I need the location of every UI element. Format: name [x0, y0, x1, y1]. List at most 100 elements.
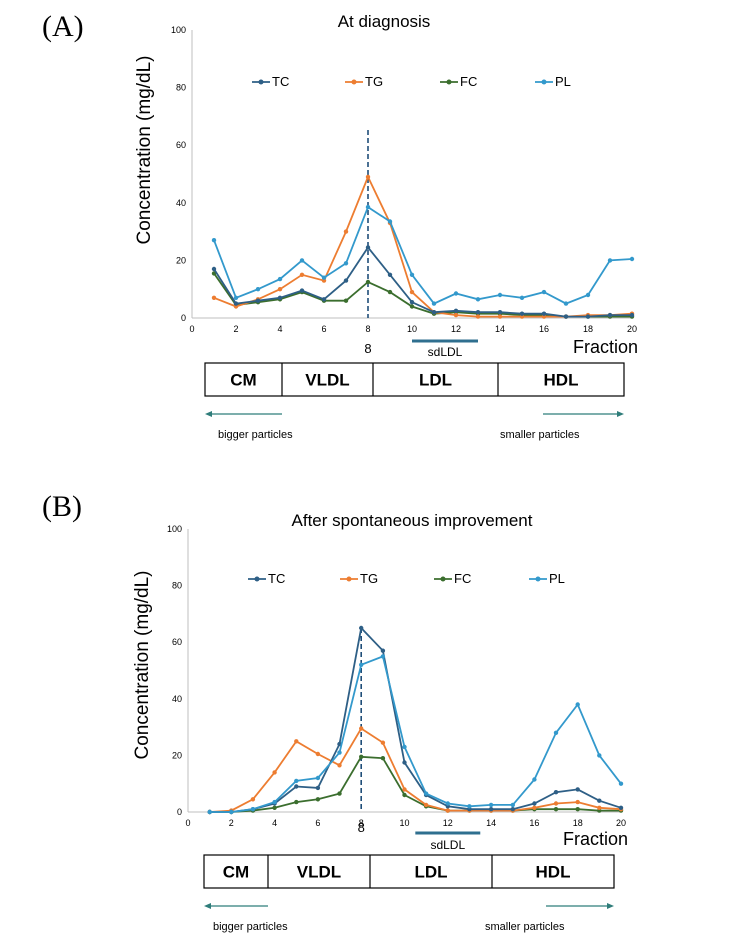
- panel-a-point-tg: [475, 314, 481, 319]
- panel-a-point-tc: [475, 310, 481, 315]
- panel-b-sdldl-label: sdLDL: [430, 838, 465, 852]
- panel-a-point-tc: [321, 297, 327, 302]
- panel-a-point-tc: [607, 312, 613, 318]
- panel-b-class-label-hdl: HDL: [536, 863, 571, 882]
- panel-b-point-pl: [315, 775, 321, 781]
- panel-b-y-tick-label: 0: [177, 807, 182, 817]
- panel-b-x-axis-label: Fraction: [563, 829, 628, 849]
- panel-b-point-tc: [532, 801, 537, 806]
- panel-b-point-pl: [553, 730, 559, 735]
- panel-b-series-line-pl: [209, 655, 622, 813]
- panel-a-point-tc: [255, 298, 261, 303]
- panel-a-point-pl: [475, 297, 481, 302]
- panel-b-point-tg: [250, 797, 256, 802]
- panel-b-x-tick-label: 12: [443, 818, 453, 828]
- panel-b-x-tick-label: 18: [573, 818, 583, 828]
- panel-a-point-pl: [233, 295, 239, 300]
- panel-a-point-tg: [299, 272, 305, 277]
- panel-b-legend-label-tc: TC: [268, 571, 285, 586]
- panel-a-point-tc: [343, 278, 349, 283]
- panel-b-y-tick-label: 100: [167, 524, 182, 534]
- panel-a-point-pl: [607, 258, 613, 263]
- panel-a-point-tc: [277, 295, 283, 300]
- panel-b-point-tg: [294, 739, 299, 744]
- panel-a-y-tick-label: 60: [176, 140, 186, 150]
- panel-b-series-line-tc: [209, 626, 622, 813]
- panel-b-point-tc: [294, 784, 299, 789]
- panel-a-point-fc: [409, 304, 415, 309]
- panel-a-point-tc: [299, 288, 305, 293]
- panel-a-point-tc: [233, 301, 239, 306]
- panel-b-point-pl: [402, 744, 407, 750]
- panel-b-point-pl: [380, 654, 386, 659]
- panel-b-point-pl: [510, 802, 515, 808]
- panel-a-x-tick-label: 8: [365, 324, 370, 334]
- panel-b-point-tg: [445, 808, 450, 813]
- panel-b-point-tc: [380, 648, 386, 653]
- panel-a-point-tc: [431, 310, 437, 315]
- panel-a-point-pl: [299, 258, 305, 263]
- panel-b-class-label-ldl: LDL: [414, 863, 447, 882]
- panel-b-point-pl: [445, 801, 450, 806]
- panel-b-point-fc: [575, 807, 580, 812]
- panel-a-point-tg: [497, 314, 503, 319]
- panel-a-point-tc: [409, 300, 415, 305]
- panel-a-legend-label-tg: TG: [365, 74, 383, 89]
- panel-a-point-pl: [541, 289, 547, 295]
- panel-a-point-pl: [321, 275, 327, 280]
- panel-a-x-tick-label: 4: [277, 324, 282, 334]
- panel-b-point-pl: [467, 804, 472, 809]
- panel-b-title: After spontaneous improvement: [292, 511, 533, 530]
- panel-a-class-box: [204, 362, 625, 397]
- panel-b-label: (B): [42, 490, 82, 523]
- panel-a-point-tg: [343, 229, 349, 234]
- panel-b-point-fc: [337, 791, 342, 796]
- panel-a-legend-label-pl: PL: [555, 74, 571, 89]
- panel-a-legend-label-tc: TC: [272, 74, 289, 89]
- panel-b-point-tg: [532, 805, 537, 810]
- panel-b-point-tc: [488, 807, 494, 812]
- panel-a-point-tc: [211, 266, 217, 272]
- panel-a-point-tc: [629, 312, 635, 318]
- panel-a-point-pl: [431, 301, 437, 306]
- panel-a-point-pl: [629, 256, 635, 262]
- panel-b-x-tick-label: 2: [229, 818, 234, 828]
- panel-b-x-tick-label: 0: [185, 818, 190, 828]
- panel-b-y-axis-label: Concentration (mg/dL): [132, 570, 153, 759]
- panel-b-legend-label-pl: PL: [549, 571, 565, 586]
- panel-a-legend-marker-tg: [351, 79, 357, 85]
- panel-a-point-tg: [277, 287, 283, 292]
- panel-b-point-fc: [402, 792, 407, 798]
- panel-a-point-fc: [343, 298, 349, 303]
- panel-a-x-tick-label: 2: [233, 324, 238, 334]
- panel-a-x-tick-label: 16: [539, 324, 549, 334]
- panel-a-point-pl: [211, 238, 217, 243]
- panel-b-point-tc: [402, 760, 407, 765]
- panel-b-class-box: [203, 854, 615, 889]
- panel-b-point-fc: [315, 797, 321, 802]
- panel-b-legend-marker-tg: [346, 576, 352, 582]
- panel-a-x-tick-label: 10: [407, 324, 417, 334]
- panel-b-point-fc: [553, 807, 559, 812]
- panel-b-class-label-cm: CM: [223, 863, 249, 882]
- panel-a-point-tc: [497, 310, 503, 315]
- panel-b-x-tick-label: 16: [529, 818, 539, 828]
- panel-a-point-tg: [211, 295, 217, 300]
- panel-a-legend-marker-fc: [446, 79, 452, 85]
- panel-a-class-label-vldl: VLDL: [305, 371, 349, 390]
- panel-b-point-tg: [272, 770, 277, 775]
- panel-a-y-tick-label: 0: [181, 313, 186, 323]
- panel-a-series-line-tg: [213, 174, 633, 318]
- panel-b-point-tc: [553, 790, 559, 795]
- panel-b-point-tc: [575, 787, 580, 792]
- panel-a-point-pl: [387, 219, 393, 224]
- panel-a-class-label-hdl: HDL: [544, 371, 579, 390]
- panel-a-legend-label-fc: FC: [460, 74, 477, 89]
- panel-a-y-tick-label: 20: [176, 255, 186, 265]
- panel-b-point-tc: [315, 785, 321, 791]
- panel-b-y-tick-label: 80: [172, 581, 182, 591]
- panel-b-point-pl: [359, 662, 364, 667]
- panel-a-point-tg: [365, 174, 371, 180]
- panel-b-point-pl: [294, 778, 299, 784]
